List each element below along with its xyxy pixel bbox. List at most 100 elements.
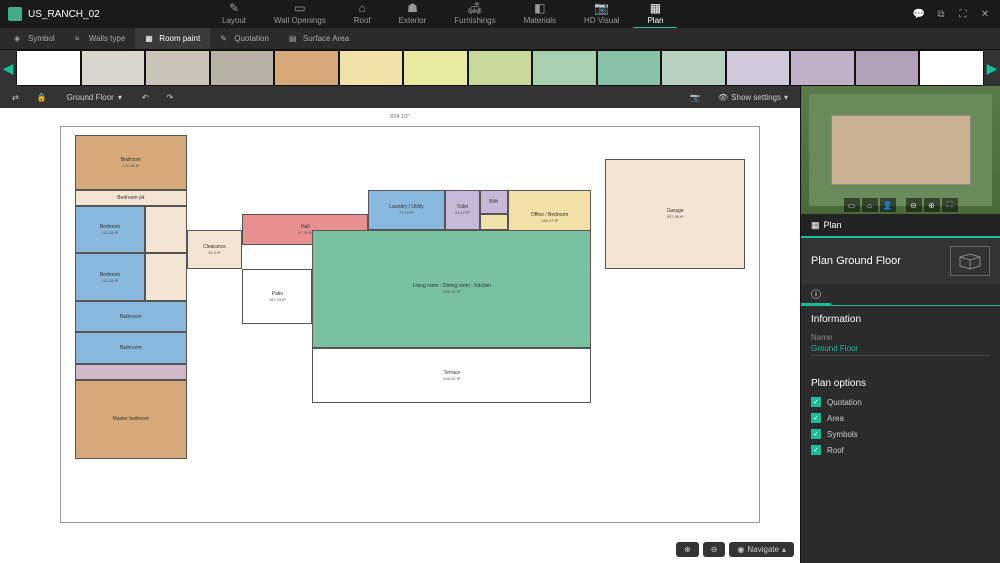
sub-tab-symbol[interactable]: ◈Symbol [4, 28, 65, 49]
tab-label: Roof [354, 16, 371, 25]
main-tab-wall-openings[interactable]: ▭Wall Openings [260, 0, 340, 29]
color-swatch-7[interactable] [468, 50, 533, 86]
topbar-icon-2[interactable]: ⛶ [956, 7, 970, 21]
preview-3d[interactable]: ▭ ⌂ 👤 ⊖ ⊕ ⛶ [801, 86, 1000, 214]
panel-subtab-info[interactable]: ⓘ [801, 284, 831, 305]
undo-button[interactable]: ↶ [136, 91, 155, 104]
name-value[interactable]: Ground Floor [811, 342, 990, 356]
room-space[interactable] [75, 364, 187, 380]
option-roof[interactable]: ✓Roof [811, 445, 990, 455]
option-label: Roof [827, 446, 844, 455]
lock-button[interactable]: 🔒 [31, 91, 53, 104]
room-bathroom[interactable]: Bathroom [75, 332, 187, 364]
room-patio[interactable]: Patio187.23 ft² [242, 269, 312, 324]
color-swatch-11[interactable] [726, 50, 791, 86]
preview-expand-button[interactable]: ⛶ [942, 198, 958, 212]
room-b-th[interactable]: B/th [480, 190, 508, 214]
color-swatch-8[interactable] [532, 50, 597, 86]
room-name: B/th [489, 199, 498, 205]
main-tab-exterior[interactable]: ☗Exterior [385, 0, 441, 29]
floor-selector-label: Ground Floor [67, 93, 114, 102]
color-swatch-13[interactable] [855, 50, 920, 86]
room-bedroom[interactable]: Bedroom115.28 ft² [75, 206, 145, 253]
main-tab-furnishings[interactable]: 🛋Furnishings [440, 0, 509, 29]
zoom-out-button[interactable]: ⊖ [703, 542, 726, 557]
topbar-icon-1[interactable]: ⧉ [934, 7, 948, 21]
color-swatch-9[interactable] [597, 50, 662, 86]
show-settings-button[interactable]: 👁 Show settings ▾ [712, 91, 794, 104]
main-tab-hd-visual[interactable]: 📷HD Visual [570, 0, 633, 29]
room-bathroom[interactable]: Bathroom [75, 301, 187, 333]
color-swatch-6[interactable] [403, 50, 468, 86]
main-tab-layout[interactable]: ✎Layout [208, 0, 260, 29]
room-space[interactable] [480, 214, 508, 230]
option-label: Quotation [827, 398, 862, 407]
room-area: 192.36 ft² [122, 163, 139, 168]
preview-zoomin-button[interactable]: ⊕ [924, 198, 940, 212]
room-name: Master bedroom [113, 416, 149, 422]
preview-house-icon [831, 115, 971, 185]
room-garage[interactable]: Garage537.06 ft² [605, 159, 745, 270]
content-row: ⇄ 🔒 Ground Floor ▾ ↶ ↷ 📷 👁 Show settings… [0, 86, 1000, 563]
palette-prev-button[interactable]: ◀ [0, 50, 16, 86]
navigate-button[interactable]: ◉ Navigate ▴ [729, 542, 794, 557]
room-space[interactable] [145, 253, 187, 300]
color-swatch-5[interactable] [339, 50, 404, 86]
tab-label: Exterior [399, 16, 427, 25]
color-swatch-4[interactable] [274, 50, 339, 86]
shuffle-button[interactable]: ⇄ [6, 91, 25, 104]
zoom-in-button[interactable]: ⊕ [676, 542, 699, 557]
canvas-toolbar: ⇄ 🔒 Ground Floor ▾ ↶ ↷ 📷 👁 Show settings… [0, 86, 800, 108]
sub-tab-quotation[interactable]: ✎Quotation [210, 28, 279, 49]
room-laundry-utility[interactable]: Laundry / Utility73.79 ft² [368, 190, 445, 230]
color-swatch-10[interactable] [661, 50, 726, 86]
palette-next-button[interactable]: ▶ [984, 50, 1000, 86]
color-swatch-12[interactable] [790, 50, 855, 86]
checkbox-icon: ✓ [811, 413, 821, 423]
room-name: Bathroom [120, 314, 142, 320]
floor-selector[interactable]: Ground Floor ▾ [59, 91, 130, 104]
preview-zoomout-button[interactable]: ⊖ [906, 198, 922, 212]
color-swatch-2[interactable] [145, 50, 210, 86]
preview-view1-button[interactable]: ▭ [844, 198, 860, 212]
topbar: US_RANCH_02 ✎Layout▭Wall Openings⌂Roof☗E… [0, 0, 1000, 28]
color-swatch-0[interactable] [16, 50, 81, 86]
room-bedroom-pit[interactable]: Bedroom pit [75, 190, 187, 206]
room-space[interactable] [145, 206, 187, 253]
room-toilet[interactable]: Toilet24.67 ft² [445, 190, 480, 230]
main-tab-roof[interactable]: ⌂Roof [340, 0, 385, 29]
main-tab-plan[interactable]: ▦Plan [633, 0, 677, 29]
room-area: 187.23 ft² [269, 297, 286, 302]
camera-button[interactable]: 📷 [684, 91, 706, 104]
color-swatch-3[interactable] [210, 50, 275, 86]
room-bedroom[interactable]: Bedroom192.36 ft² [75, 135, 187, 190]
option-symbols[interactable]: ✓Symbols [811, 429, 990, 439]
sub-tab-walls-type[interactable]: ≡Walls type [65, 28, 136, 49]
sub-tab-room-paint[interactable]: ▦Room paint [135, 28, 210, 49]
room-area: 115.28 ft² [102, 278, 119, 283]
app-root: US_RANCH_02 ✎Layout▭Wall Openings⌂Roof☗E… [0, 0, 1000, 563]
option-area[interactable]: ✓Area [811, 413, 990, 423]
topbar-icon-0[interactable]: 💬 [912, 7, 926, 21]
redo-button[interactable]: ↷ [161, 91, 180, 104]
checkbox-icon: ✓ [811, 429, 821, 439]
color-swatch-1[interactable] [81, 50, 146, 86]
room-bedroom[interactable]: Bedroom115.28 ft² [75, 253, 145, 300]
room-clearance[interactable]: Clearance51.0 ft² [187, 230, 243, 270]
tab-label: Furnishings [454, 16, 495, 25]
main-tab-materials[interactable]: ◧Materials [510, 0, 570, 29]
option-quotation[interactable]: ✓ Quotation [811, 397, 990, 407]
plan-icon: ▦ [811, 220, 820, 231]
preview-view2-button[interactable]: ⌂ [862, 198, 878, 212]
checkbox-icon: ✓ [811, 397, 821, 407]
room-terrace[interactable]: Terrace520.62 ft² [312, 348, 591, 403]
panel-tab-plan[interactable]: ▦ Plan [801, 220, 852, 231]
color-swatch-14[interactable] [919, 50, 984, 86]
panel-tab-row: ▦ Plan [801, 214, 1000, 238]
topbar-icon-3[interactable]: ✕ [978, 7, 992, 21]
preview-view3-button[interactable]: 👤 [880, 198, 896, 212]
sub-tab-surface-area[interactable]: ▤Surface Area [279, 28, 359, 49]
room-living-room-dining-room-kitchen[interactable]: Living room - Dining room - Kitchen628.3… [312, 230, 591, 349]
room-master-bedroom[interactable]: Master bedroom [75, 380, 187, 459]
floorplan-area[interactable]: 83'4 1/2" Bedroom192.36 ft²Bedroom pitBe… [0, 108, 800, 563]
